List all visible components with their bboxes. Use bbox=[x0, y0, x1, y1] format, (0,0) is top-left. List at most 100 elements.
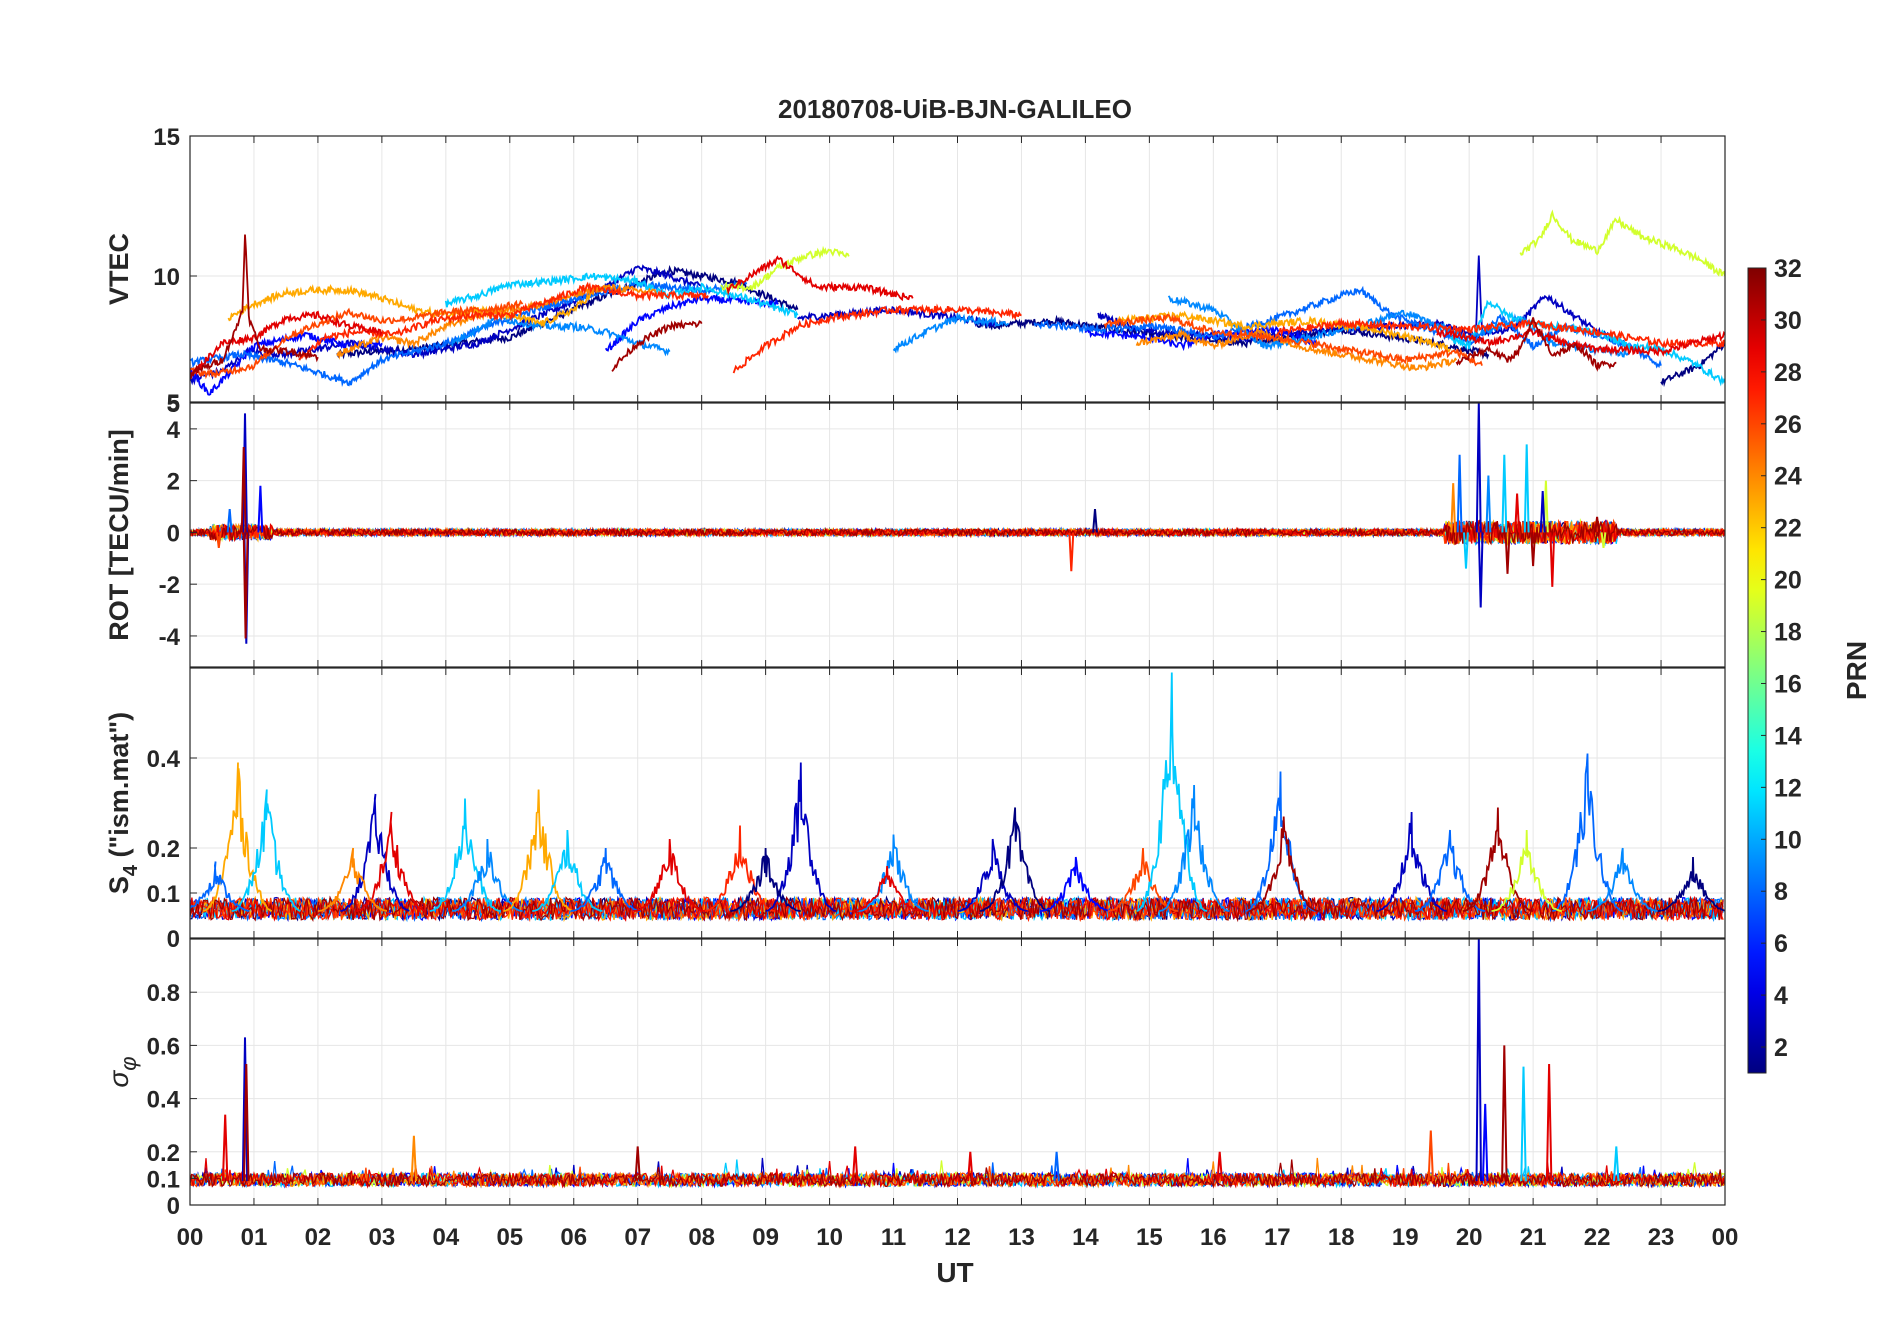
grid-vtec bbox=[190, 136, 1725, 402]
y-tick-label-sigma_phi-4: 0.1 bbox=[147, 1166, 180, 1193]
vtec-prn8-seg1 bbox=[1033, 285, 1662, 369]
colorbar-label: PRN bbox=[1841, 641, 1872, 700]
colorbar-tick-label-5: 12 bbox=[1774, 774, 1802, 802]
s4-burst-13 bbox=[765, 762, 837, 912]
x-tick-label-9: 09 bbox=[752, 1224, 779, 1251]
sigma-spike-2 bbox=[243, 1063, 250, 1182]
panel-sigma_phi: 0.8 0.6 0.4 0.20.10 σφ bbox=[103, 938, 1726, 1220]
x-tick-label-14: 14 bbox=[1072, 1224, 1099, 1251]
x-tick-label-8: 08 bbox=[688, 1224, 715, 1251]
chart-title: 20180708-UiB-BJN-GALILEO bbox=[778, 94, 1132, 124]
vtec-prn9-seg0 bbox=[451, 312, 671, 357]
y-tick-label-rot-0: 5 bbox=[167, 391, 180, 418]
s4-burst-15 bbox=[858, 834, 929, 912]
colorbar-tick-label-1: 4 bbox=[1774, 982, 1788, 1010]
s4-burst-11 bbox=[634, 838, 705, 912]
colorbar-tick-label-15: 32 bbox=[1774, 255, 1802, 283]
rot-spike-9 bbox=[1450, 483, 1457, 533]
s4-burst-9 bbox=[532, 829, 603, 912]
sigma-spike-8 bbox=[1216, 1151, 1223, 1182]
colorbar-tick-label-8: 18 bbox=[1774, 619, 1802, 647]
s4-burst-5 bbox=[317, 847, 388, 912]
vtec-prn1-seg2 bbox=[1660, 342, 1725, 388]
y-tick-label-s4-3: 0 bbox=[167, 926, 180, 953]
s4-burst-8 bbox=[503, 789, 574, 912]
rot-spike-24 bbox=[1594, 516, 1600, 533]
x-tick-label-12: 12 bbox=[944, 1224, 971, 1251]
panel-rot: 54 2 0 -2 -4 ROT [TECU/min] bbox=[104, 391, 1726, 668]
colorbar-gradient bbox=[1747, 267, 1767, 1074]
y-tick-label-rot-5: -4 bbox=[159, 624, 181, 651]
rot-spike-7 bbox=[1068, 532, 1075, 572]
x-tick-label-17: 17 bbox=[1264, 1224, 1291, 1251]
rot-spike-4 bbox=[226, 509, 233, 533]
sigma-spike-3 bbox=[410, 1135, 418, 1182]
sigma-spike-13 bbox=[1520, 1066, 1527, 1182]
x-tick-label-1: 01 bbox=[241, 1224, 268, 1251]
sigma-spike-10 bbox=[1475, 939, 1482, 1182]
vtec-prn29-seg2 bbox=[1436, 327, 1725, 357]
y-tick-label-sigma_phi-2: 0.4 bbox=[147, 1087, 181, 1114]
y-tick-label-rot-3: 0 bbox=[167, 520, 180, 547]
sigma-spike-0 bbox=[221, 1114, 229, 1182]
x-tick-label-3: 03 bbox=[369, 1224, 396, 1251]
panel-vtec: 15 10 5 VTEC bbox=[104, 124, 1726, 417]
colorbar-tick-label-0: 2 bbox=[1774, 1034, 1788, 1062]
y-axis-label-vtec: VTEC bbox=[104, 233, 134, 305]
x-tick-label-18: 18 bbox=[1328, 1224, 1355, 1251]
x-tick-label-21: 21 bbox=[1520, 1224, 1547, 1251]
sigma-spike-14 bbox=[1545, 1063, 1553, 1182]
y-tick-label-sigma_phi-3: 0.2 bbox=[147, 1140, 180, 1167]
rot-spike-21 bbox=[1549, 532, 1556, 587]
s4-burst-22 bbox=[1158, 784, 1230, 912]
s4-burst-17 bbox=[957, 838, 1028, 912]
rot-spike-6 bbox=[215, 532, 222, 549]
y-tick-label-sigma_phi-5: 0 bbox=[167, 1193, 180, 1220]
s4-burst-16 bbox=[852, 865, 923, 912]
y-tick-label-vtec-2: 5 bbox=[167, 390, 180, 417]
rot-spike-17 bbox=[1514, 493, 1521, 533]
grid-sigma_phi bbox=[190, 939, 1725, 1205]
rot-spike-15 bbox=[1501, 454, 1508, 533]
s4-burst-7 bbox=[452, 838, 523, 912]
s4-baseline-prn31 bbox=[190, 895, 1724, 923]
rot-spike-14 bbox=[1485, 475, 1492, 533]
s4-burst-20 bbox=[1107, 847, 1179, 912]
colorbar-tick-label-4: 10 bbox=[1774, 826, 1802, 854]
series-vtec bbox=[190, 209, 1725, 396]
x-tick-label-10: 10 bbox=[816, 1224, 843, 1251]
sigma-spike-1 bbox=[241, 1037, 249, 1182]
x-tick-label-24: 00 bbox=[1712, 1224, 1739, 1251]
colorbar-tick-label-10: 22 bbox=[1774, 515, 1802, 543]
s4-burst-12 bbox=[704, 825, 776, 912]
colorbar-tick-label-7: 16 bbox=[1774, 670, 1802, 698]
colorbar-tick-label-13: 28 bbox=[1774, 359, 1802, 387]
s4-burst-4 bbox=[356, 811, 426, 912]
colorbar-tick-label-12: 26 bbox=[1774, 411, 1802, 439]
vtec-prn19-seg1 bbox=[1519, 209, 1725, 277]
vtec-prn27-seg1 bbox=[732, 303, 1022, 374]
s4-burst-6 bbox=[429, 798, 501, 912]
x-tick-label-22: 22 bbox=[1584, 1224, 1611, 1251]
colorbar-tick-label-2: 6 bbox=[1774, 930, 1788, 958]
x-tick-label-15: 15 bbox=[1136, 1224, 1163, 1251]
rot-spike-5 bbox=[257, 485, 264, 533]
rot-spike-10 bbox=[1456, 454, 1463, 533]
y-tick-label-s4-2: 0.1 bbox=[147, 881, 180, 908]
rot-spike-13 bbox=[1477, 532, 1484, 608]
s4-burst-1 bbox=[231, 789, 301, 912]
x-tick-label-13: 13 bbox=[1008, 1224, 1035, 1251]
colorbar-tick-label-3: 8 bbox=[1774, 878, 1788, 906]
vtec-prn11-seg0 bbox=[444, 272, 799, 319]
sigma-baseline-prn31 bbox=[190, 1159, 1725, 1189]
vtec-prn27-seg0 bbox=[298, 281, 709, 361]
vtec-prn29-seg0 bbox=[190, 310, 383, 379]
s4-burst-24 bbox=[1248, 816, 1319, 912]
vtec-prn26-seg0 bbox=[190, 299, 524, 380]
y-tick-label-rot-2: 2 bbox=[167, 469, 180, 496]
sigma-spike-15 bbox=[1613, 1146, 1620, 1182]
x-tick-label-20: 20 bbox=[1456, 1224, 1483, 1251]
vtec-prn31-seg0 bbox=[190, 234, 319, 380]
vtec-prn31-seg1 bbox=[611, 318, 703, 372]
